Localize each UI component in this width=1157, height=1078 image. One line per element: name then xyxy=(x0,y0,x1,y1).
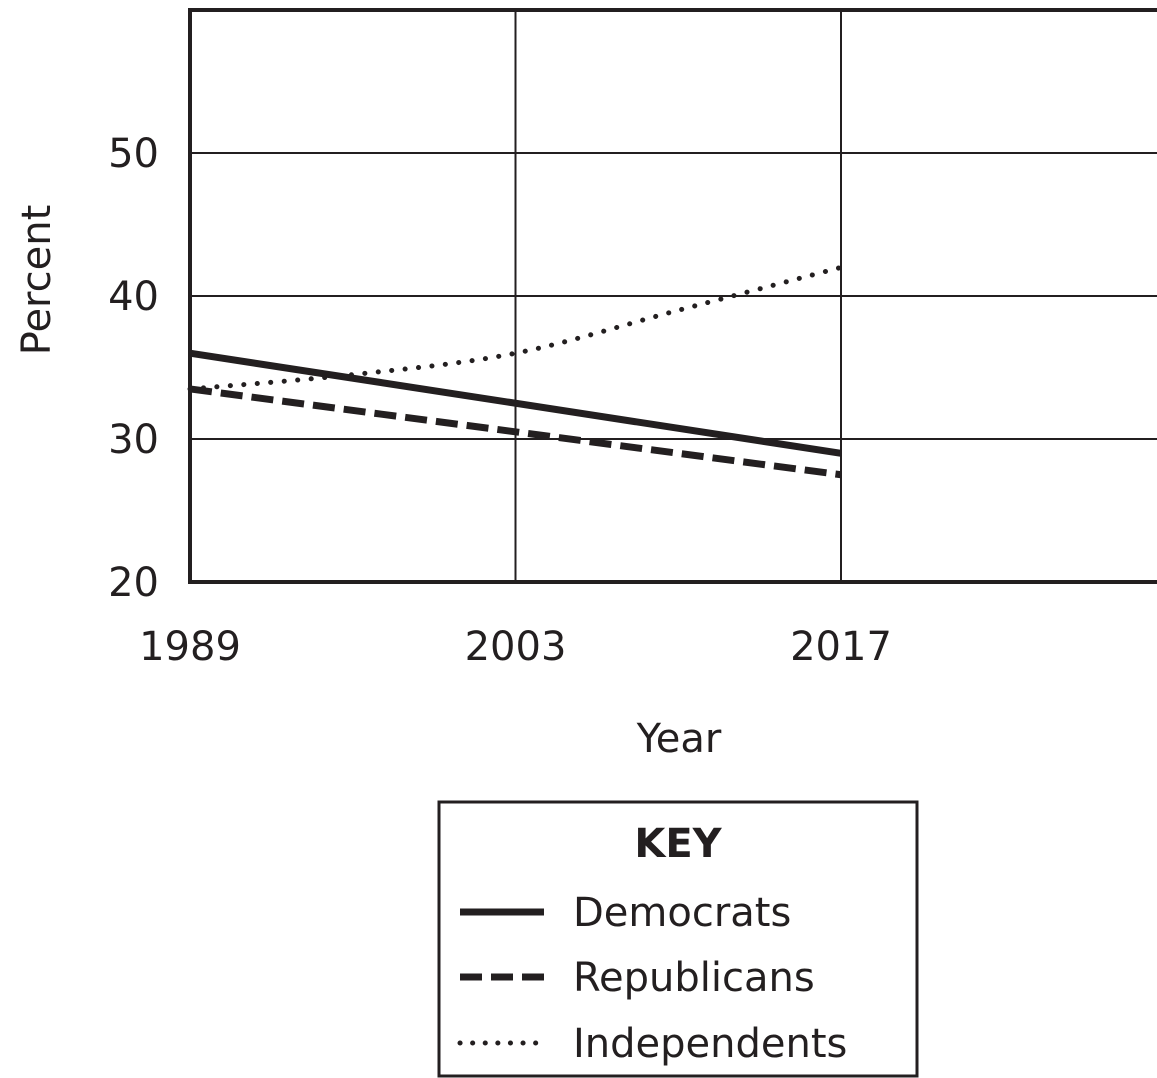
x-tick-label: 1989 xyxy=(139,624,241,670)
legend: KEY Democrats Republicans Independents xyxy=(437,800,919,1078)
legend-label-democrats: Democrats xyxy=(573,890,791,936)
x-axis-title: Year xyxy=(636,716,722,762)
series-line-republicans xyxy=(189,385,842,479)
x-tick-label: 2003 xyxy=(465,624,567,670)
series-line-democrats xyxy=(189,349,842,457)
legend-label-republicans: Republicans xyxy=(573,955,815,1001)
series-layer xyxy=(187,264,844,479)
y-axis-title: Percent xyxy=(14,205,60,356)
legend-title: KEY xyxy=(634,821,722,867)
y-tick-label: 20 xyxy=(108,560,159,606)
legend-items: Democrats Republicans Independents xyxy=(457,890,847,1067)
legend-label-independents: Independents xyxy=(573,1021,847,1067)
axes xyxy=(188,8,1157,584)
grid xyxy=(190,10,1157,582)
x-tick-label: 2017 xyxy=(790,624,892,670)
legend-box xyxy=(437,800,919,1078)
y-tick-label: 50 xyxy=(108,131,159,177)
tick-labels: 20 30 40 50 1989 2003 2017 xyxy=(108,131,892,670)
y-tick-label: 30 xyxy=(108,417,159,463)
series-line-independents xyxy=(187,264,844,392)
y-tick-label: 40 xyxy=(108,274,159,320)
